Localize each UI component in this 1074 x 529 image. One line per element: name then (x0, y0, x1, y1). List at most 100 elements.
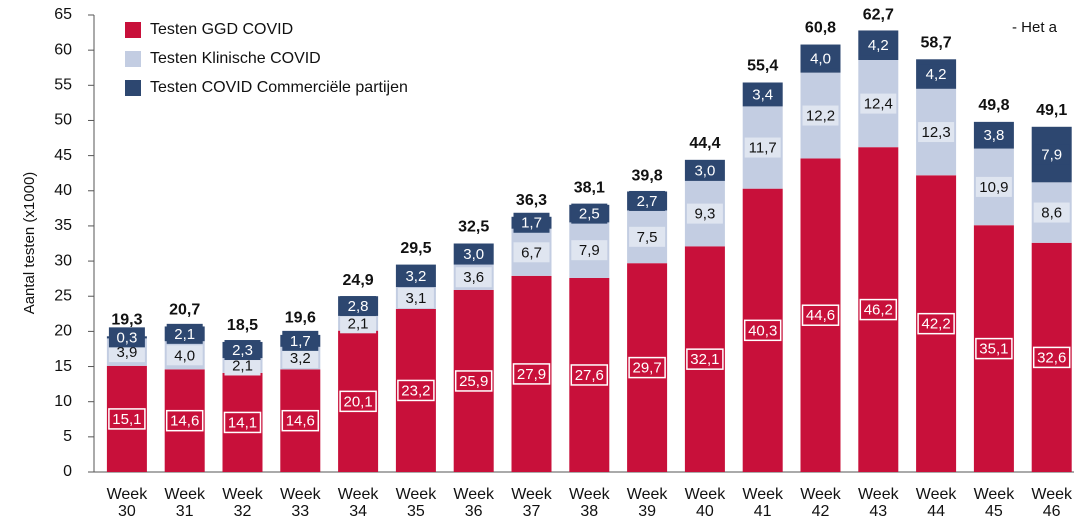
value-label-bg (570, 364, 609, 386)
value-label: 25,9 (459, 373, 488, 390)
value-label: 12,2 (806, 108, 835, 125)
value-label-bg (282, 348, 319, 369)
value-label: 6,7 (521, 244, 542, 261)
y-tick-label: 50 (54, 112, 72, 129)
value-label-bg (744, 137, 781, 158)
value-label: 15,1 (112, 411, 141, 428)
value-label-bg (1032, 346, 1071, 369)
value-label: 3,4 (752, 86, 773, 103)
value-label-bg (339, 390, 377, 413)
y-tick-label: 20 (54, 323, 72, 340)
x-tick-label: Week 37 (511, 486, 552, 520)
y-tick-label: 30 (54, 252, 72, 269)
value-label-bg (166, 323, 203, 344)
value-label: 0,3 (116, 329, 137, 346)
value-label: 8,6 (1041, 205, 1062, 222)
value-label-bg (859, 298, 898, 321)
x-tick-label: Week 46 (1031, 486, 1072, 520)
value-label-bg (108, 408, 146, 430)
value-label-bg (975, 125, 1012, 146)
value-label-bg (397, 379, 435, 402)
value-label-bg (801, 304, 840, 326)
legend-label: Testen Klinische COVID (150, 50, 321, 67)
y-tick-label: 15 (54, 358, 72, 375)
value-label-bg (975, 337, 1013, 360)
value-label-bg (860, 93, 897, 114)
value-label-bg (281, 409, 320, 432)
value-label-bg (629, 190, 666, 211)
value-label-bg (802, 105, 839, 126)
value-label: 40,3 (748, 322, 777, 339)
total-label: 38,1 (574, 179, 605, 196)
value-label: 2,1 (348, 315, 369, 332)
value-label: 7,5 (637, 229, 658, 246)
value-label: 27,9 (517, 366, 546, 383)
y-tick-label: 0 (63, 463, 72, 480)
value-label: 2,7 (637, 193, 658, 210)
total-label: 39,8 (632, 167, 663, 184)
value-label: 14,6 (170, 413, 199, 430)
x-tick-label: Week 40 (684, 486, 726, 520)
value-label-bg (975, 176, 1012, 197)
value-label-bg (628, 356, 666, 379)
total-label: 24,9 (343, 272, 374, 289)
value-label-bg (686, 348, 724, 370)
value-label: 29,7 (632, 360, 661, 377)
y-tick-label: 65 (54, 6, 72, 23)
legend-label: Testen COVID Commerciële partijen (150, 79, 408, 96)
value-label: 4,0 (810, 51, 831, 68)
x-tick-label: Week 42 (800, 486, 841, 520)
total-label: 32,5 (458, 219, 489, 236)
value-label: 3,2 (290, 350, 311, 367)
total-label: 49,8 (978, 97, 1009, 114)
value-label-bg (455, 244, 492, 265)
value-label-bg (686, 203, 723, 224)
value-label-bg (802, 48, 839, 69)
total-label: 18,5 (227, 317, 258, 334)
value-label: 7,9 (579, 242, 600, 259)
value-label: 32,6 (1037, 349, 1066, 366)
y-axis-label: Aantal testen (x1000) (21, 172, 38, 315)
value-label: 10,9 (979, 179, 1008, 196)
value-label: 12,4 (864, 96, 893, 113)
total-label: 20,7 (169, 302, 200, 319)
value-label-bg (340, 296, 377, 317)
value-label: 3,2 (405, 268, 426, 285)
total-label: 55,4 (747, 58, 778, 75)
legend-swatch (125, 80, 141, 96)
value-label-bg (224, 355, 261, 376)
value-label: 44,6 (806, 307, 835, 324)
value-label: 2,1 (174, 326, 195, 343)
value-label: 3,0 (463, 246, 484, 263)
value-label-bg (917, 312, 955, 335)
x-tick-label: Week 43 (857, 486, 899, 520)
value-label-bg (918, 64, 955, 85)
value-label: 3,0 (694, 162, 715, 179)
value-label: 27,6 (575, 367, 604, 384)
value-label-bg (224, 340, 261, 361)
value-label-bg (629, 226, 666, 247)
total-label: 36,3 (516, 192, 547, 209)
x-tick-label: Week 36 (453, 486, 494, 520)
value-label: 20,1 (343, 393, 372, 410)
x-tick-label: Week 35 (395, 486, 437, 520)
total-label: 60,8 (805, 20, 836, 37)
total-label: 62,7 (863, 6, 894, 23)
x-tick-label: Week 45 (973, 486, 1015, 520)
value-label-bg (686, 160, 723, 181)
value-label-bg (744, 84, 781, 105)
value-label: 3,1 (405, 290, 426, 307)
value-label-bg (1033, 144, 1070, 165)
value-label-bg (571, 240, 608, 261)
y-tick-label: 25 (54, 287, 72, 304)
value-label-bg (340, 313, 377, 334)
value-label: 2,3 (232, 342, 253, 359)
legend-label: Testen GGD COVID (150, 21, 293, 38)
value-label: 14,1 (228, 414, 257, 431)
value-label: 14,6 (286, 413, 315, 430)
value-label: 4,2 (926, 66, 947, 83)
total-label: 44,4 (689, 135, 720, 152)
value-label: 46,2 (864, 302, 893, 319)
